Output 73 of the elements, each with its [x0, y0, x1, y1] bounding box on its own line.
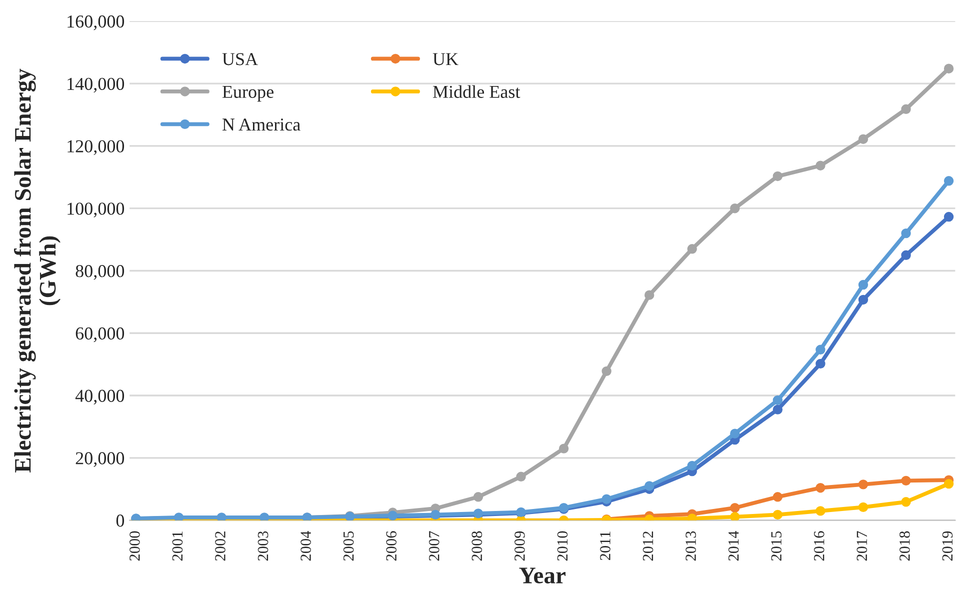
point	[644, 481, 654, 491]
legend-label: Middle East	[432, 85, 520, 98]
point	[901, 104, 911, 114]
point	[858, 502, 868, 512]
point	[772, 510, 783, 520]
x-tick-label: 2019	[942, 531, 953, 561]
x-axis-title: Year	[519, 568, 566, 584]
point	[858, 480, 868, 490]
point	[858, 134, 868, 144]
y-tick-label: 60,000	[76, 327, 124, 342]
x-tick-label: 2018	[900, 531, 910, 561]
point	[730, 428, 740, 438]
x-tick-label: 2003	[258, 531, 268, 561]
y-tick-label: 100,000	[68, 202, 124, 218]
point	[816, 160, 826, 170]
point	[687, 460, 697, 471]
x-tick-label: 2013	[686, 531, 696, 561]
point	[772, 492, 783, 502]
point	[944, 176, 954, 186]
x-tick-label: 2004	[300, 530, 311, 561]
x-tick-label: 2005	[343, 531, 354, 561]
point	[858, 294, 868, 305]
x-tick-label: 2001	[172, 532, 183, 561]
point	[944, 64, 954, 74]
point	[558, 444, 569, 454]
legend-label: Europe	[222, 86, 274, 102]
point	[772, 404, 783, 414]
point	[901, 228, 911, 238]
point	[816, 358, 826, 369]
point	[901, 497, 911, 507]
x-tick-label: 2008	[472, 531, 482, 561]
y-tick-label: 140,000	[68, 78, 124, 93]
x-tick-label: 2015	[771, 531, 782, 561]
y-tick-label: 0	[116, 514, 124, 527]
x-tick-label: 2014	[728, 530, 739, 561]
x-tick-label: 2006	[386, 531, 397, 561]
legend-label: UK	[432, 53, 458, 66]
x-tick-label: 2000	[130, 531, 140, 561]
point	[473, 492, 484, 502]
x-tick-label: 2016	[814, 531, 824, 561]
point	[602, 494, 612, 504]
point	[602, 366, 612, 376]
point	[858, 280, 868, 290]
y-tick-label: 40,000	[75, 390, 124, 405]
legend-label: USA	[222, 53, 258, 66]
y-tick-label: 160,000	[68, 15, 124, 30]
point	[944, 478, 954, 489]
point	[516, 472, 526, 482]
x-tick-label: 2012	[642, 532, 654, 561]
point	[944, 212, 954, 222]
point	[901, 476, 911, 486]
legend-label: N America	[222, 118, 300, 131]
point	[816, 482, 826, 493]
point	[644, 290, 654, 300]
point	[816, 506, 826, 516]
y-axis-title: Electricity generated from Solar Energy (GWh)	[14, 68, 61, 473]
point	[730, 512, 740, 520]
point	[816, 344, 826, 355]
y-tick-label: 120,000	[68, 140, 124, 155]
x-tick-label: 2007	[428, 531, 440, 561]
point	[687, 244, 697, 254]
x-tick-label: 2010	[557, 531, 568, 561]
y-tick-label: 80,000	[76, 264, 124, 280]
point	[730, 502, 740, 513]
point	[901, 250, 911, 260]
x-tick-label: 2002	[215, 532, 226, 561]
point	[772, 395, 783, 406]
point	[730, 203, 740, 214]
x-tick-label: 2011	[600, 532, 610, 560]
y-tick-label: 20,000	[76, 452, 124, 467]
point	[772, 171, 783, 182]
x-tick-label: 2017	[856, 531, 868, 561]
x-tick-label: 2009	[514, 531, 525, 561]
